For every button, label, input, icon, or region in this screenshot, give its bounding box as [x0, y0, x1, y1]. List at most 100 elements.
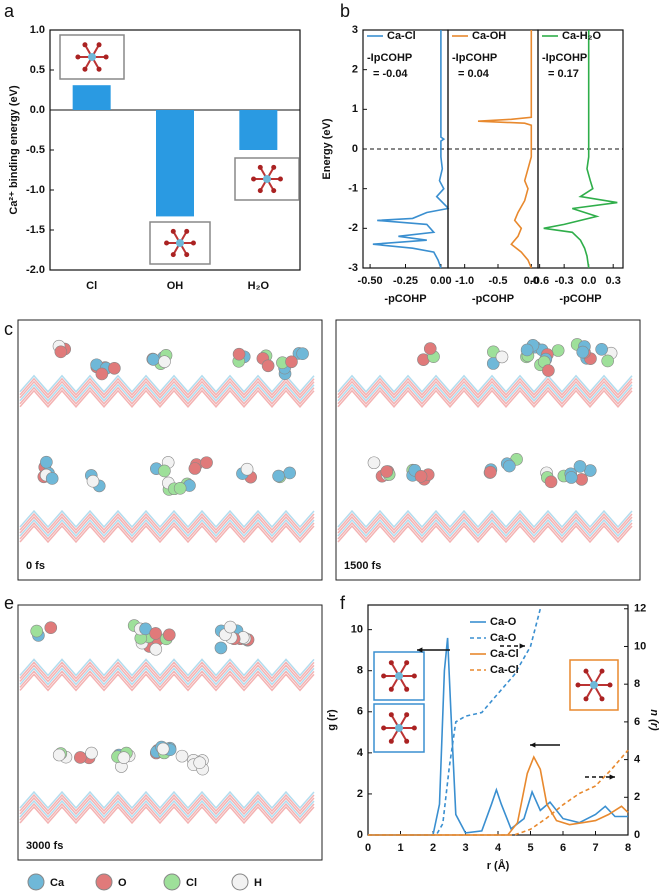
inset-atom	[271, 164, 277, 170]
x-axis-label: -pCOHP	[559, 293, 601, 305]
y-tick-label: 1	[352, 103, 358, 115]
x-tick-label: -0.6	[530, 275, 549, 287]
y-tick-label: 0.0	[30, 104, 45, 116]
y-tick-label: -1.0	[26, 184, 45, 196]
y-tick-label: 2	[357, 788, 363, 800]
y-tick-label: 8	[357, 665, 363, 677]
atom	[272, 469, 285, 483]
y-tick-label: -2	[348, 222, 358, 234]
inset-atom	[599, 696, 605, 702]
inset-atom	[103, 54, 109, 60]
inset-atom	[395, 672, 403, 680]
inset-atom	[82, 66, 88, 72]
x-tick-label: -0.3	[555, 275, 574, 287]
bar	[239, 110, 278, 150]
atom	[565, 471, 578, 484]
atom	[484, 465, 497, 479]
lattice	[19, 664, 315, 683]
lattice	[337, 509, 633, 529]
inset-atom	[176, 239, 184, 247]
lattice	[19, 667, 315, 686]
atom	[156, 742, 170, 756]
atom	[380, 465, 394, 478]
atom-legend-marker	[163, 873, 181, 891]
lattice	[337, 515, 633, 535]
snapshot-time: 3000 fs	[26, 840, 63, 852]
lattice	[337, 380, 633, 399]
lattice	[19, 377, 315, 396]
annotation: -IpCOHP	[367, 52, 412, 64]
atom	[45, 472, 59, 485]
atom	[175, 749, 189, 763]
lattice	[19, 380, 315, 399]
y-tick-label: -1	[348, 183, 358, 195]
atom	[261, 359, 275, 373]
lattice	[19, 383, 315, 402]
y-tick-label: -2.0	[26, 264, 45, 276]
y2-tick-label: 2	[634, 791, 640, 803]
panel-label: a	[4, 1, 15, 21]
atom	[85, 746, 98, 760]
inset-atom	[170, 228, 176, 234]
atom	[495, 350, 509, 364]
legend-label: Ca-Cl	[490, 664, 519, 676]
atom	[162, 628, 176, 642]
atom	[149, 642, 163, 656]
inset-atom	[411, 725, 417, 731]
inset-atom	[388, 738, 394, 744]
inset-atom	[404, 738, 410, 744]
lattice	[19, 670, 315, 689]
x-tick-label: 0	[365, 842, 371, 854]
atom-legend-marker	[95, 873, 113, 891]
series-line	[368, 749, 629, 836]
legend-label: Ca-H₂O	[562, 30, 602, 42]
atom	[240, 462, 254, 476]
inset-atom	[190, 240, 196, 246]
lattice	[337, 524, 633, 544]
y-axis-label: Energy (eV)	[321, 118, 333, 179]
inset-atom	[599, 668, 605, 674]
annotation: -IpCOHP	[542, 52, 587, 64]
x-tick-label: 7	[592, 842, 598, 854]
lattice	[19, 515, 315, 535]
inset-atom	[404, 712, 410, 718]
y-tick-label: 10	[351, 624, 363, 636]
x-tick-label: 0.00	[430, 275, 451, 287]
inset-atom	[590, 681, 598, 689]
x-axis-label: -pCOHP	[472, 293, 514, 305]
inset-atom	[263, 175, 271, 183]
x-tick-label: OH	[167, 280, 184, 292]
y-tick-label: 3	[352, 24, 358, 36]
inset-atom	[271, 188, 277, 194]
atom	[296, 347, 309, 361]
atom	[573, 460, 587, 473]
y-tick-label: -0.5	[26, 144, 45, 156]
lattice	[19, 374, 315, 393]
atom	[576, 345, 590, 359]
snapshot-time: 1500 fs	[344, 560, 381, 572]
atom	[601, 354, 614, 368]
lattice	[337, 374, 633, 393]
y-tick-label: 4	[357, 747, 364, 759]
atom	[223, 620, 237, 634]
atom	[283, 466, 296, 480]
annotation: = -0.04	[373, 68, 408, 80]
lattice	[19, 793, 315, 813]
atom	[158, 355, 171, 368]
lattice	[19, 509, 315, 529]
lattice	[19, 805, 315, 825]
atom	[95, 367, 109, 381]
atom	[285, 355, 298, 369]
x-axis-label: -pCOHP	[384, 293, 426, 305]
inset-atom	[575, 682, 581, 688]
atom	[551, 344, 565, 357]
x-tick-label: -1.0	[455, 275, 474, 287]
atom	[158, 464, 171, 478]
atom	[214, 641, 228, 655]
lattice	[19, 802, 315, 822]
inset-frame	[59, 34, 125, 80]
y-tick-label: 0	[357, 829, 363, 841]
y-tick-label: 2	[352, 64, 358, 76]
atom	[149, 627, 162, 640]
